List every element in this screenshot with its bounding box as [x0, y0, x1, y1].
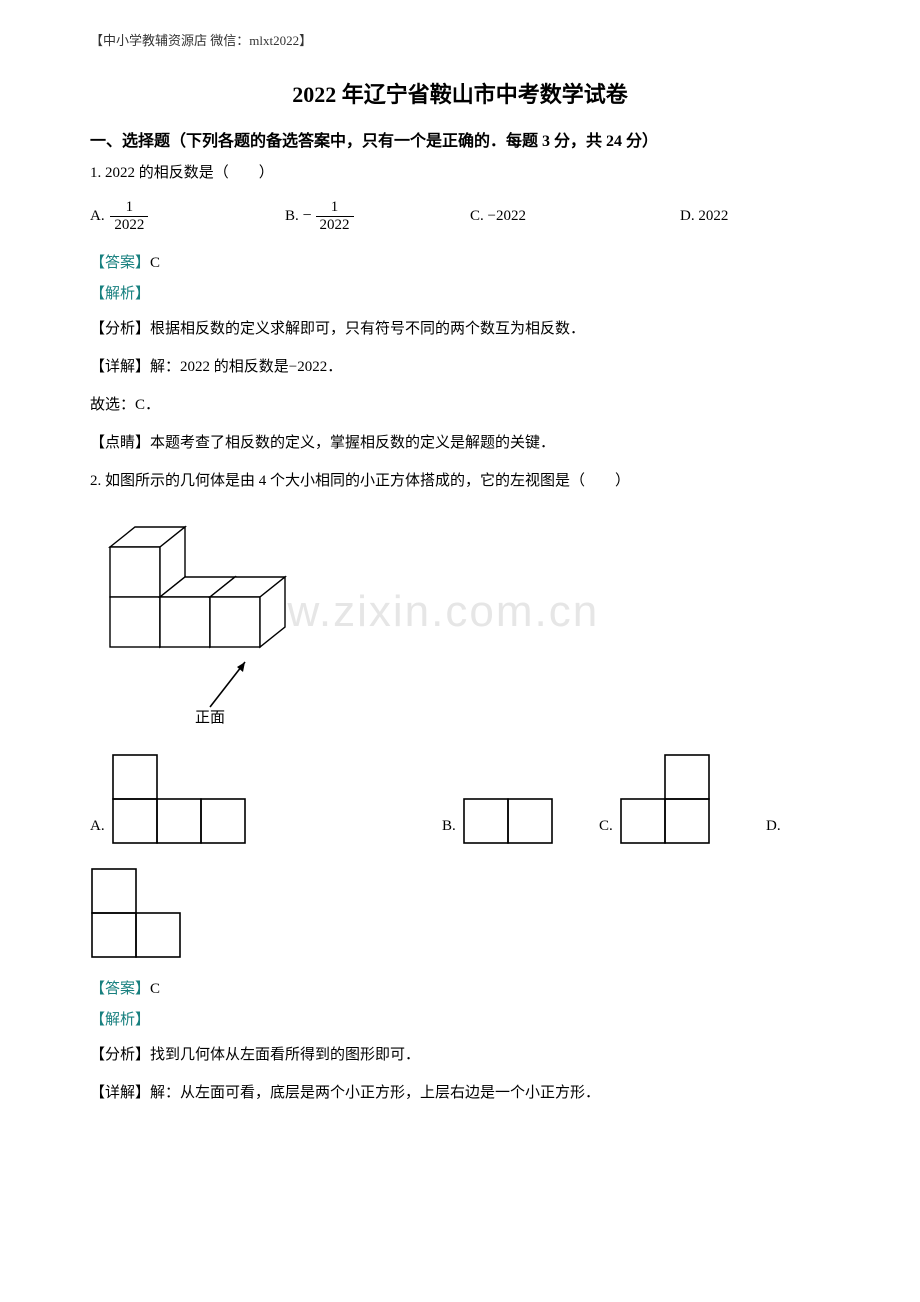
analysis-detail: 【详解】解：2022 的相反数是−2022． [90, 355, 830, 379]
fraction-numerator: 1 [316, 199, 354, 217]
choice-a: A. 1 2022 [90, 199, 285, 233]
analysis-label: 【解析】 [90, 282, 830, 303]
answer-value: C [150, 255, 160, 271]
img-choice-c: C. [599, 753, 754, 845]
question-1-choices: A. 1 2022 B. − 1 2022 C. −2022 D. 2022 [90, 199, 830, 233]
img-choice-a: A. [90, 753, 430, 845]
answer-line-2: 【答案】C [90, 977, 830, 998]
choice-a-label: A. [90, 818, 105, 835]
choice-c: C. −2022 [470, 208, 680, 225]
analysis-detail-2: 【详解】解：从左面可看，底层是两个小正方形，上层右边是一个小正方形． [90, 1081, 830, 1105]
choice-b-label: B. [442, 818, 456, 835]
question-2-text: 2. 如图所示的几何体是由 4 个大小相同的小正方体搭成的，它的左视图是（ ） [90, 469, 830, 493]
answer-line: 【答案】C [90, 251, 830, 272]
analysis-fenxi: 【分析】根据相反数的定义求解即可，只有符号不同的两个数互为相反数． [90, 317, 830, 341]
cube-figure: 正面 [90, 507, 350, 727]
img-choice-d: D. [766, 818, 787, 845]
img-choice-b: B. [442, 797, 587, 845]
choice-d: D. 2022 [680, 208, 728, 225]
choice-d-shape [90, 867, 186, 959]
analysis-fenxi-2: 【分析】找到几何体从左面看所得到的图形即可． [90, 1043, 830, 1067]
choice-a-shape [111, 753, 251, 845]
analysis-dianjing: 【点睛】本题考查了相反数的定义，掌握相反数的定义是解题的关键． [90, 431, 830, 455]
fraction-denominator: 2022 [316, 217, 354, 234]
choice-b-label: B. [285, 208, 299, 225]
analysis-label-2: 【解析】 [90, 1008, 830, 1029]
minus-sign: − [303, 207, 312, 225]
choice-b-shape [462, 797, 558, 845]
choice-c-label: C. [599, 818, 613, 835]
document-title: 2022 年辽宁省鞍山市中考数学试卷 [90, 77, 830, 109]
analysis-guxuan: 故选：C． [90, 393, 830, 417]
question-2-choices: A. B. [90, 753, 830, 861]
fraction-a: 1 2022 [110, 199, 148, 233]
header-note: 【中小学教辅资源店 微信：mlxt2022】 [90, 30, 830, 49]
fraction-denominator: 2022 [110, 217, 148, 234]
choice-c-shape [619, 753, 715, 845]
choice-b: B. − 1 2022 [285, 199, 470, 233]
answer-value: C [150, 981, 160, 997]
fraction-numerator: 1 [110, 199, 148, 217]
fraction-b: 1 2022 [316, 199, 354, 233]
answer-label: 【答案】 [90, 981, 150, 997]
section-heading: 一、选择题（下列各题的备选答案中，只有一个是正确的．每题 3 分，共 24 分） [90, 127, 830, 151]
choice-d-label: D. [766, 818, 781, 835]
choice-a-label: A. [90, 208, 105, 225]
front-label: 正面 [195, 710, 225, 726]
question-1-text: 1. 2022 的相反数是（ ） [90, 161, 830, 185]
answer-label: 【答案】 [90, 255, 150, 271]
